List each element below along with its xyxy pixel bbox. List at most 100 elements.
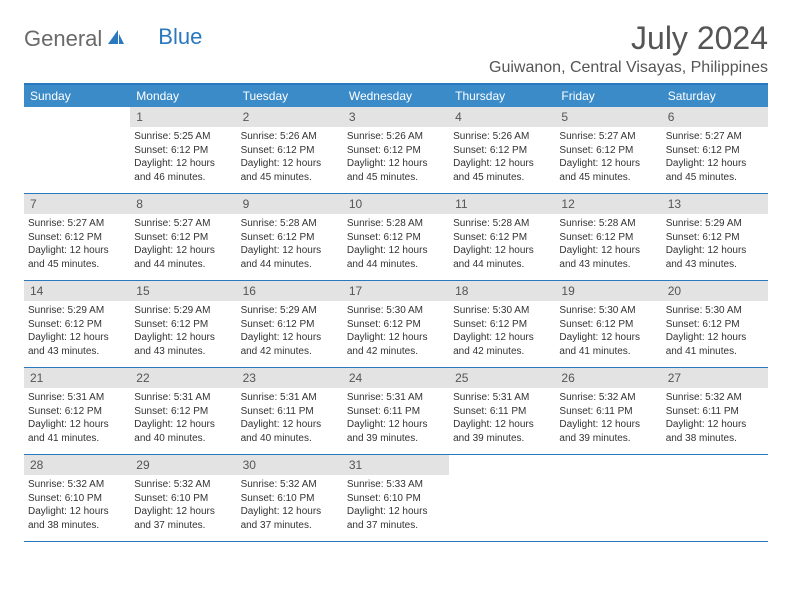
sunset-text: Sunset: 6:12 PM: [134, 318, 232, 332]
daylight-text: Daylight: 12 hours and 45 minutes.: [347, 157, 445, 184]
sunset-text: Sunset: 6:12 PM: [666, 231, 764, 245]
day-body: Sunrise: 5:25 AMSunset: 6:12 PMDaylight:…: [130, 127, 236, 190]
weekday-header: Wednesday: [343, 85, 449, 107]
sunrise-text: Sunrise: 5:32 AM: [666, 391, 764, 405]
day-number: 11: [449, 194, 555, 214]
daylight-text: Daylight: 12 hours and 44 minutes.: [453, 244, 551, 271]
day-body: Sunrise: 5:30 AMSunset: 6:12 PMDaylight:…: [662, 301, 768, 364]
sunrise-text: Sunrise: 5:32 AM: [28, 478, 126, 492]
daylight-text: Daylight: 12 hours and 39 minutes.: [453, 418, 551, 445]
sunset-text: Sunset: 6:12 PM: [559, 144, 657, 158]
day-cell: 25Sunrise: 5:31 AMSunset: 6:11 PMDayligh…: [449, 368, 555, 454]
sunrise-text: Sunrise: 5:28 AM: [559, 217, 657, 231]
day-number: 19: [555, 281, 661, 301]
day-cell: 14Sunrise: 5:29 AMSunset: 6:12 PMDayligh…: [24, 281, 130, 367]
day-body: Sunrise: 5:31 AMSunset: 6:11 PMDaylight:…: [343, 388, 449, 451]
sunset-text: Sunset: 6:11 PM: [453, 405, 551, 419]
daylight-text: Daylight: 12 hours and 44 minutes.: [347, 244, 445, 271]
day-body: Sunrise: 5:28 AMSunset: 6:12 PMDaylight:…: [449, 214, 555, 277]
day-body: Sunrise: 5:32 AMSunset: 6:11 PMDaylight:…: [555, 388, 661, 451]
sunset-text: Sunset: 6:12 PM: [347, 318, 445, 332]
day-cell: 24Sunrise: 5:31 AMSunset: 6:11 PMDayligh…: [343, 368, 449, 454]
location-text: Guiwanon, Central Visayas, Philippines: [489, 59, 768, 77]
daylight-text: Daylight: 12 hours and 37 minutes.: [134, 505, 232, 532]
sunset-text: Sunset: 6:11 PM: [347, 405, 445, 419]
day-number: 21: [24, 368, 130, 388]
day-number: 17: [343, 281, 449, 301]
daylight-text: Daylight: 12 hours and 37 minutes.: [347, 505, 445, 532]
day-body: Sunrise: 5:33 AMSunset: 6:10 PMDaylight:…: [343, 475, 449, 538]
daylight-text: Daylight: 12 hours and 44 minutes.: [241, 244, 339, 271]
logo-text-blue: Blue: [158, 24, 202, 50]
day-number: 1: [130, 107, 236, 127]
title-block: July 2024 Guiwanon, Central Visayas, Phi…: [489, 20, 768, 77]
day-body: Sunrise: 5:28 AMSunset: 6:12 PMDaylight:…: [555, 214, 661, 277]
daylight-text: Daylight: 12 hours and 45 minutes.: [453, 157, 551, 184]
day-cell: 19Sunrise: 5:30 AMSunset: 6:12 PMDayligh…: [555, 281, 661, 367]
daylight-text: Daylight: 12 hours and 39 minutes.: [347, 418, 445, 445]
day-cell: 27Sunrise: 5:32 AMSunset: 6:11 PMDayligh…: [662, 368, 768, 454]
sunset-text: Sunset: 6:12 PM: [134, 231, 232, 245]
week-row: 28Sunrise: 5:32 AMSunset: 6:10 PMDayligh…: [24, 455, 768, 542]
sunrise-text: Sunrise: 5:32 AM: [559, 391, 657, 405]
day-body: Sunrise: 5:27 AMSunset: 6:12 PMDaylight:…: [662, 127, 768, 190]
daylight-text: Daylight: 12 hours and 45 minutes.: [666, 157, 764, 184]
sunset-text: Sunset: 6:12 PM: [347, 144, 445, 158]
day-cell: 31Sunrise: 5:33 AMSunset: 6:10 PMDayligh…: [343, 455, 449, 541]
day-cell: 3Sunrise: 5:26 AMSunset: 6:12 PMDaylight…: [343, 107, 449, 193]
day-body: Sunrise: 5:26 AMSunset: 6:12 PMDaylight:…: [343, 127, 449, 190]
day-cell: 29Sunrise: 5:32 AMSunset: 6:10 PMDayligh…: [130, 455, 236, 541]
day-cell: [449, 455, 555, 541]
sunset-text: Sunset: 6:10 PM: [347, 492, 445, 506]
weekday-header: Sunday: [24, 85, 130, 107]
day-cell: 20Sunrise: 5:30 AMSunset: 6:12 PMDayligh…: [662, 281, 768, 367]
day-cell: [24, 107, 130, 193]
day-cell: 11Sunrise: 5:28 AMSunset: 6:12 PMDayligh…: [449, 194, 555, 280]
weeks-container: 1Sunrise: 5:25 AMSunset: 6:12 PMDaylight…: [24, 107, 768, 542]
weekday-header: Saturday: [662, 85, 768, 107]
sunset-text: Sunset: 6:12 PM: [559, 231, 657, 245]
sunrise-text: Sunrise: 5:27 AM: [134, 217, 232, 231]
sunrise-text: Sunrise: 5:31 AM: [28, 391, 126, 405]
sunset-text: Sunset: 6:11 PM: [666, 405, 764, 419]
day-body: Sunrise: 5:32 AMSunset: 6:10 PMDaylight:…: [130, 475, 236, 538]
sunrise-text: Sunrise: 5:27 AM: [559, 130, 657, 144]
sunrise-text: Sunrise: 5:31 AM: [134, 391, 232, 405]
day-cell: 9Sunrise: 5:28 AMSunset: 6:12 PMDaylight…: [237, 194, 343, 280]
daylight-text: Daylight: 12 hours and 40 minutes.: [241, 418, 339, 445]
day-number: 22: [130, 368, 236, 388]
sunrise-text: Sunrise: 5:27 AM: [666, 130, 764, 144]
sunrise-text: Sunrise: 5:29 AM: [28, 304, 126, 318]
daylight-text: Daylight: 12 hours and 45 minutes.: [241, 157, 339, 184]
daylight-text: Daylight: 12 hours and 37 minutes.: [241, 505, 339, 532]
sunrise-text: Sunrise: 5:30 AM: [453, 304, 551, 318]
day-number: 24: [343, 368, 449, 388]
sunset-text: Sunset: 6:12 PM: [559, 318, 657, 332]
daylight-text: Daylight: 12 hours and 38 minutes.: [28, 505, 126, 532]
week-row: 1Sunrise: 5:25 AMSunset: 6:12 PMDaylight…: [24, 107, 768, 194]
daylight-text: Daylight: 12 hours and 45 minutes.: [28, 244, 126, 271]
sunset-text: Sunset: 6:10 PM: [134, 492, 232, 506]
week-row: 21Sunrise: 5:31 AMSunset: 6:12 PMDayligh…: [24, 368, 768, 455]
sunrise-text: Sunrise: 5:30 AM: [559, 304, 657, 318]
logo: General Blue: [24, 20, 202, 52]
sunrise-text: Sunrise: 5:31 AM: [453, 391, 551, 405]
daylight-text: Daylight: 12 hours and 43 minutes.: [28, 331, 126, 358]
day-body: Sunrise: 5:29 AMSunset: 6:12 PMDaylight:…: [130, 301, 236, 364]
sunset-text: Sunset: 6:12 PM: [28, 318, 126, 332]
day-body: Sunrise: 5:31 AMSunset: 6:11 PMDaylight:…: [449, 388, 555, 451]
sunrise-text: Sunrise: 5:29 AM: [241, 304, 339, 318]
day-cell: [555, 455, 661, 541]
day-body: Sunrise: 5:27 AMSunset: 6:12 PMDaylight:…: [555, 127, 661, 190]
day-body: Sunrise: 5:31 AMSunset: 6:11 PMDaylight:…: [237, 388, 343, 451]
week-row: 14Sunrise: 5:29 AMSunset: 6:12 PMDayligh…: [24, 281, 768, 368]
day-body: Sunrise: 5:32 AMSunset: 6:10 PMDaylight:…: [237, 475, 343, 538]
calendar: SundayMondayTuesdayWednesdayThursdayFrid…: [24, 83, 768, 542]
day-cell: 5Sunrise: 5:27 AMSunset: 6:12 PMDaylight…: [555, 107, 661, 193]
daylight-text: Daylight: 12 hours and 40 minutes.: [134, 418, 232, 445]
day-body: Sunrise: 5:28 AMSunset: 6:12 PMDaylight:…: [343, 214, 449, 277]
day-cell: 23Sunrise: 5:31 AMSunset: 6:11 PMDayligh…: [237, 368, 343, 454]
weekday-header: Friday: [555, 85, 661, 107]
day-cell: 8Sunrise: 5:27 AMSunset: 6:12 PMDaylight…: [130, 194, 236, 280]
day-number: 10: [343, 194, 449, 214]
